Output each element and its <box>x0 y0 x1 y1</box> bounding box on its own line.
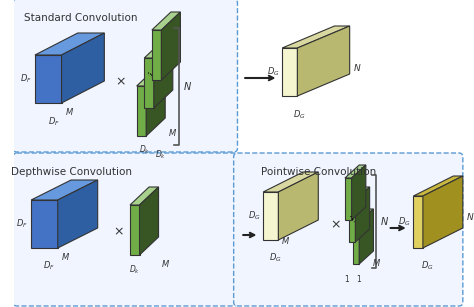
Text: $D_k$: $D_k$ <box>138 143 150 156</box>
Polygon shape <box>353 222 359 264</box>
Polygon shape <box>352 165 366 220</box>
Polygon shape <box>146 68 165 136</box>
Text: $D_F$: $D_F$ <box>43 260 55 273</box>
Polygon shape <box>154 40 173 108</box>
Polygon shape <box>144 40 173 58</box>
Text: $N$: $N$ <box>183 80 192 92</box>
Text: $D_G$: $D_G$ <box>398 216 410 228</box>
Polygon shape <box>62 33 104 103</box>
FancyBboxPatch shape <box>13 153 237 306</box>
Text: $1$: $1$ <box>356 273 362 284</box>
Text: $M$: $M$ <box>168 126 177 138</box>
Polygon shape <box>152 12 181 30</box>
Text: $D_F$: $D_F$ <box>20 73 32 85</box>
Polygon shape <box>297 26 350 96</box>
Text: $D_G$: $D_G$ <box>266 66 279 78</box>
Polygon shape <box>263 172 319 192</box>
Text: $D_k$: $D_k$ <box>129 263 140 275</box>
Polygon shape <box>58 180 98 248</box>
FancyBboxPatch shape <box>13 0 237 152</box>
Polygon shape <box>137 86 146 136</box>
Polygon shape <box>413 196 423 248</box>
Polygon shape <box>349 200 356 242</box>
Polygon shape <box>278 172 319 240</box>
Text: $M$: $M$ <box>61 251 70 262</box>
Text: Depthwise Convolution: Depthwise Convolution <box>10 167 132 177</box>
FancyBboxPatch shape <box>234 153 463 306</box>
Polygon shape <box>31 200 58 248</box>
Polygon shape <box>161 12 181 80</box>
Polygon shape <box>345 165 366 178</box>
Text: Standard Convolution: Standard Convolution <box>24 13 137 23</box>
Polygon shape <box>35 55 62 103</box>
Polygon shape <box>413 176 463 196</box>
Polygon shape <box>130 187 158 205</box>
Polygon shape <box>35 33 104 55</box>
Polygon shape <box>263 192 278 240</box>
Text: $1$: $1$ <box>344 273 350 284</box>
Polygon shape <box>130 205 139 255</box>
Polygon shape <box>349 187 370 200</box>
Polygon shape <box>282 26 350 48</box>
Text: $M$: $M$ <box>372 258 381 269</box>
Polygon shape <box>345 178 352 220</box>
Text: $M$: $M$ <box>281 235 290 246</box>
Polygon shape <box>137 68 165 86</box>
Text: $D_k$: $D_k$ <box>155 148 166 161</box>
Polygon shape <box>353 209 374 222</box>
Text: $D_F$: $D_F$ <box>17 218 28 230</box>
Polygon shape <box>144 58 154 108</box>
Polygon shape <box>359 209 374 264</box>
Polygon shape <box>282 48 297 96</box>
Polygon shape <box>152 30 161 80</box>
Text: Pointwise Convolution: Pointwise Convolution <box>261 167 376 177</box>
Text: $D_F$: $D_F$ <box>48 115 60 127</box>
Text: $D_G$: $D_G$ <box>247 210 260 222</box>
Polygon shape <box>423 176 463 248</box>
Text: $M$: $M$ <box>65 106 74 117</box>
Text: $N$: $N$ <box>353 62 361 73</box>
Text: $\times$: $\times$ <box>113 226 124 239</box>
Text: $N$: $N$ <box>380 215 389 227</box>
Polygon shape <box>31 180 98 200</box>
Text: $\times$: $\times$ <box>115 76 126 88</box>
Text: $D_G$: $D_G$ <box>421 260 434 273</box>
Text: $M$: $M$ <box>161 258 170 269</box>
Polygon shape <box>139 187 158 255</box>
Text: $D_G$: $D_G$ <box>293 108 306 121</box>
Text: $\times$: $\times$ <box>330 219 341 231</box>
Polygon shape <box>356 187 370 242</box>
Text: $N$: $N$ <box>465 211 474 222</box>
Text: $D_G$: $D_G$ <box>269 252 282 265</box>
